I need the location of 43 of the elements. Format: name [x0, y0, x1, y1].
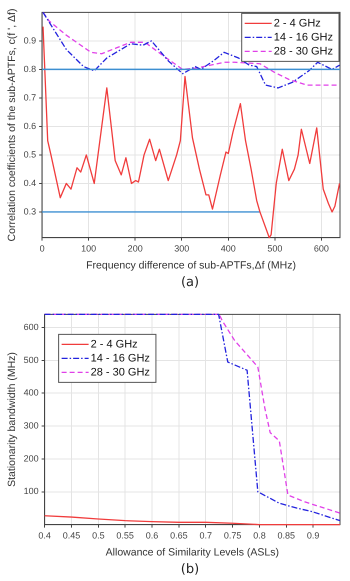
legend-label: 2 - 4 GHz [90, 338, 138, 350]
x-tick-label: 300 [174, 243, 190, 254]
y-tick-label: 0.9 [24, 35, 36, 46]
x-tick-label: 100 [81, 243, 96, 254]
x-tick-label: 500 [267, 243, 282, 254]
y-tick-label: 0.7 [24, 92, 36, 102]
text: (b) [180, 561, 200, 579]
y-axis-title: Correlation coefficients of the sub-APTFs, c(f ', Δf) [6, 8, 18, 242]
y-tick-label: 0.4 [24, 178, 36, 188]
text: (a) [180, 274, 200, 292]
x-tick-label: 0.65 [170, 530, 188, 540]
legend-label: 2 - 4 GHz [274, 17, 321, 30]
y-tick-label: 0.5 [24, 149, 36, 160]
x-tick-label: 200 [128, 243, 143, 254]
x-tick-label: 0.7 [199, 530, 212, 540]
legend-label: 14 - 16 GHz [274, 31, 334, 44]
x-tick-label: 0.9 [306, 530, 320, 540]
y-tick-label: 100 [24, 486, 39, 496]
legend-label: 28 - 30 GHz [274, 45, 334, 58]
y-tick-label: 0.8 [24, 64, 36, 74]
y-tick-label: 200 [24, 453, 39, 464]
y-tick-label: 0.6 [24, 120, 36, 131]
x-tick-label: 0.8 [253, 530, 266, 540]
x-tick-label: 0.55 [116, 530, 134, 540]
y-tick-label: 600 [24, 322, 39, 332]
y-tick-label: 300 [24, 420, 39, 431]
x-tick-label: 0.4 [38, 530, 51, 540]
y-axis-title: Stationarity bandwidth (MHz) [6, 352, 18, 487]
y-tick-label: 0.3 [24, 206, 36, 216]
x-tick-label: 0.5 [92, 530, 105, 540]
x-tick-label: 0.75 [224, 530, 242, 540]
x-axis-title: Frequency difference of sub-APTFs,Δf (MHz) [86, 260, 296, 272]
y-tick-label: 400 [24, 388, 39, 398]
y-tick-label: 500 [24, 354, 39, 365]
legend-label: 28 - 30 GHz [90, 366, 150, 378]
x-tick-label: 600 [314, 243, 329, 254]
x-axis-title: Allowance of Similarity Levels (ASLs) [106, 546, 279, 559]
x-tick-label: 400 [220, 243, 236, 254]
x-tick-label: 0.45 [62, 530, 80, 540]
x-tick-label: 0.6 [146, 530, 158, 540]
x-tick-label: 0.85 [278, 530, 296, 540]
legend-label: 14 - 16 GHz [90, 352, 150, 364]
x-tick-label: 0 [40, 243, 45, 254]
